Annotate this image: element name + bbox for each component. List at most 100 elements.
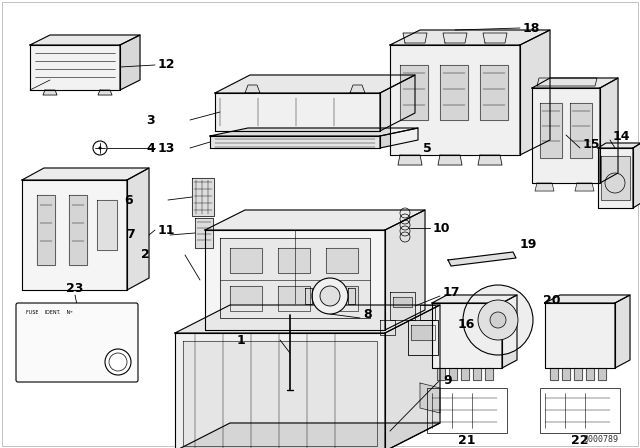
Polygon shape: [485, 368, 493, 380]
Polygon shape: [69, 195, 87, 265]
Polygon shape: [540, 103, 562, 158]
Text: 12: 12: [158, 59, 175, 72]
Text: 14: 14: [613, 130, 630, 143]
Bar: [427, 388, 507, 433]
Circle shape: [320, 286, 340, 306]
Circle shape: [105, 349, 131, 375]
Polygon shape: [598, 368, 606, 380]
Polygon shape: [478, 155, 502, 165]
Polygon shape: [278, 248, 310, 273]
Polygon shape: [420, 305, 435, 320]
Text: 16: 16: [458, 319, 476, 332]
Polygon shape: [22, 168, 149, 180]
Polygon shape: [175, 423, 440, 448]
Polygon shape: [480, 65, 508, 120]
Polygon shape: [278, 286, 310, 311]
Polygon shape: [195, 218, 213, 248]
Polygon shape: [537, 78, 597, 86]
Polygon shape: [380, 128, 418, 148]
Text: 9: 9: [443, 374, 452, 387]
Text: 15: 15: [583, 138, 600, 151]
Polygon shape: [574, 368, 582, 380]
Text: 0000789: 0000789: [583, 435, 618, 444]
Polygon shape: [586, 368, 594, 380]
Polygon shape: [210, 136, 380, 148]
Polygon shape: [210, 128, 418, 136]
Polygon shape: [449, 368, 457, 380]
Circle shape: [312, 278, 348, 314]
Polygon shape: [575, 183, 594, 191]
Circle shape: [99, 146, 102, 150]
Polygon shape: [532, 78, 618, 88]
Text: 4: 4: [147, 142, 155, 155]
Polygon shape: [633, 143, 640, 208]
Polygon shape: [380, 320, 395, 335]
Polygon shape: [97, 200, 117, 250]
Polygon shape: [545, 303, 615, 368]
FancyBboxPatch shape: [16, 303, 138, 382]
Polygon shape: [43, 90, 57, 95]
Polygon shape: [403, 33, 427, 43]
Polygon shape: [30, 35, 140, 45]
Polygon shape: [408, 320, 438, 355]
Polygon shape: [37, 195, 55, 265]
Text: 22: 22: [572, 434, 589, 447]
Polygon shape: [385, 210, 425, 330]
Text: 7: 7: [126, 228, 135, 241]
Text: 21: 21: [458, 434, 476, 447]
Text: FUSE    IDENT.    Nº: FUSE IDENT. Nº: [26, 310, 72, 315]
Polygon shape: [411, 325, 435, 340]
Polygon shape: [437, 368, 445, 380]
Polygon shape: [326, 248, 358, 273]
Text: 10: 10: [433, 221, 451, 234]
Text: 3: 3: [147, 113, 155, 126]
Polygon shape: [30, 45, 120, 90]
Polygon shape: [183, 341, 377, 446]
Text: 20: 20: [543, 293, 561, 306]
Polygon shape: [326, 286, 358, 311]
Polygon shape: [432, 303, 502, 368]
Text: 18: 18: [523, 22, 540, 34]
Polygon shape: [348, 288, 355, 304]
Polygon shape: [473, 368, 481, 380]
Text: 13: 13: [158, 142, 175, 155]
Text: 19: 19: [520, 238, 538, 251]
Polygon shape: [192, 178, 214, 216]
Polygon shape: [440, 65, 468, 120]
Text: 1: 1: [236, 333, 245, 346]
Text: 17: 17: [443, 287, 461, 300]
Polygon shape: [570, 103, 592, 158]
Polygon shape: [461, 368, 469, 380]
Polygon shape: [502, 295, 517, 368]
Polygon shape: [535, 183, 554, 191]
Polygon shape: [615, 295, 630, 368]
Text: 5: 5: [423, 142, 432, 155]
Text: 11: 11: [158, 224, 175, 237]
Polygon shape: [432, 295, 517, 303]
Polygon shape: [390, 292, 415, 320]
Polygon shape: [98, 90, 112, 95]
Polygon shape: [205, 210, 425, 230]
Polygon shape: [550, 368, 558, 380]
Polygon shape: [230, 248, 262, 273]
Polygon shape: [22, 180, 127, 290]
Polygon shape: [245, 85, 260, 93]
Polygon shape: [205, 230, 385, 330]
Polygon shape: [127, 168, 149, 290]
Polygon shape: [390, 30, 550, 45]
Circle shape: [478, 300, 518, 340]
Circle shape: [490, 312, 506, 328]
Polygon shape: [545, 295, 630, 303]
Polygon shape: [220, 238, 370, 318]
Polygon shape: [600, 78, 618, 183]
Polygon shape: [438, 155, 462, 165]
Polygon shape: [562, 368, 570, 380]
Circle shape: [463, 285, 533, 355]
Polygon shape: [443, 33, 467, 43]
Polygon shape: [390, 45, 520, 155]
Polygon shape: [483, 33, 507, 43]
Text: 6: 6: [124, 194, 133, 207]
Polygon shape: [385, 305, 440, 448]
Polygon shape: [601, 156, 630, 200]
Polygon shape: [393, 297, 412, 307]
